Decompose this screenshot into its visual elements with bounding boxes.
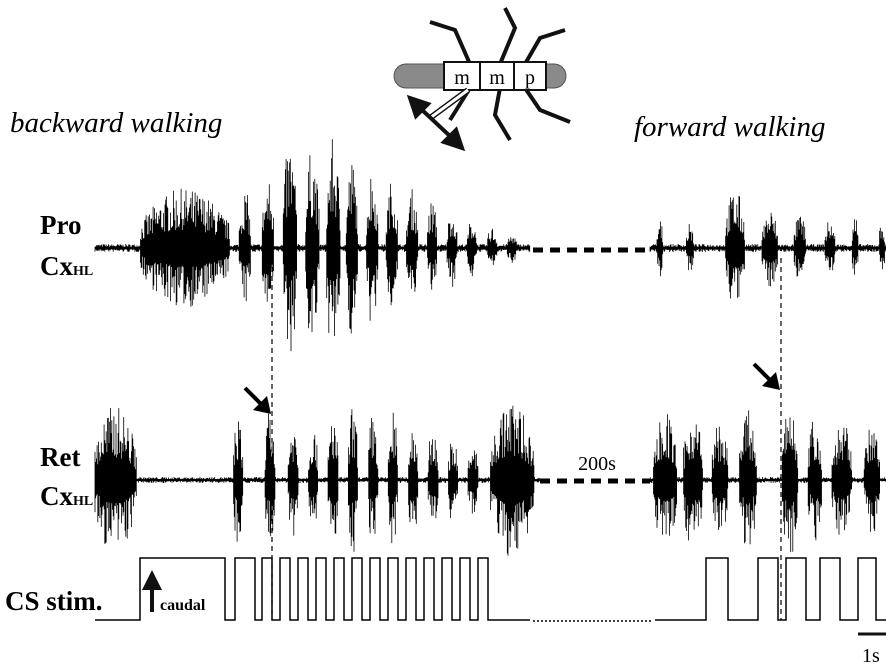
stim-label: CS stim. bbox=[5, 586, 103, 616]
trace-label: CxHL bbox=[40, 481, 93, 511]
trace-label: Ret bbox=[40, 442, 80, 472]
emg-trace bbox=[95, 139, 886, 351]
segment-label: p bbox=[525, 67, 535, 89]
subscript: HL bbox=[73, 264, 93, 279]
muscle: Cx bbox=[40, 251, 73, 281]
segment-label: m bbox=[454, 67, 470, 89]
pointer-arrow bbox=[245, 388, 261, 404]
trace-label: CxHL bbox=[40, 251, 93, 281]
trace-label: Pro bbox=[40, 210, 82, 240]
stim-direction: caudal bbox=[160, 597, 206, 614]
muscle: Cx bbox=[40, 481, 73, 511]
gap-label: 200s bbox=[578, 453, 616, 475]
condition-label: forward walking bbox=[634, 111, 825, 143]
stim-arrow bbox=[142, 570, 162, 590]
figure: m m p backward walking forward walking P… bbox=[0, 0, 886, 667]
scale-label: 1s bbox=[862, 645, 880, 667]
stim-trace bbox=[655, 558, 886, 620]
direction-arrow bbox=[410, 98, 462, 148]
emg-trace bbox=[95, 406, 886, 556]
subscript: HL bbox=[73, 494, 93, 509]
segment-label: m bbox=[489, 67, 505, 89]
recordings bbox=[95, 139, 886, 621]
pointer-arrow bbox=[754, 364, 770, 380]
condition-label: backward walking bbox=[10, 107, 222, 139]
